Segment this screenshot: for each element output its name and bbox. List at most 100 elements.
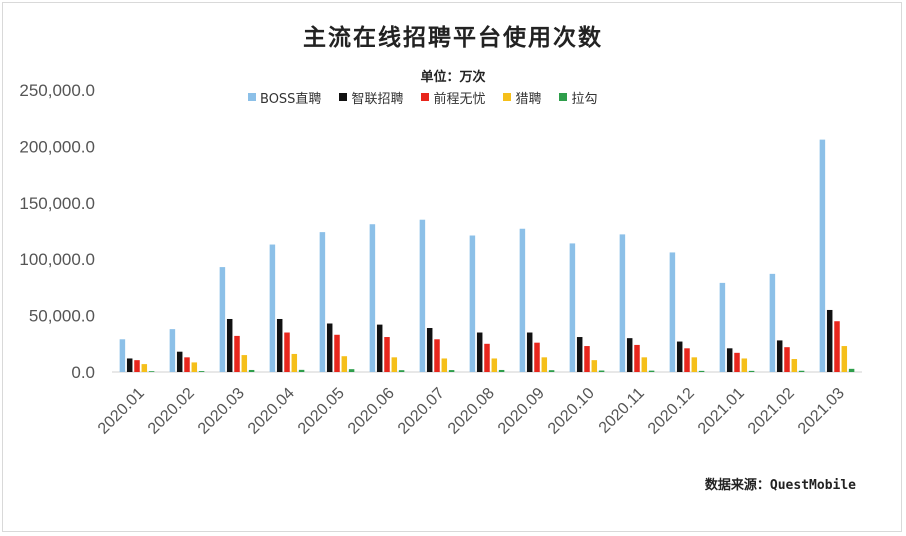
x-tick-label: 2020.12 <box>645 385 698 438</box>
legend-swatch <box>559 93 568 101</box>
legend-swatch <box>421 93 430 101</box>
bar-1-2021.01 <box>719 282 726 372</box>
legend-swatch <box>503 93 512 101</box>
bar-3-2020.03 <box>234 335 240 372</box>
legend-item: 猎聘 <box>503 88 541 107</box>
bar-3-2020.08 <box>484 343 490 372</box>
bar-5-2021.03 <box>848 368 855 372</box>
bar-1-2020.11 <box>619 234 626 372</box>
x-tick-label: 2020.10 <box>545 385 598 438</box>
legend-swatch <box>339 93 348 101</box>
bar-5-2020.05 <box>348 369 355 372</box>
bar-5-2020.07 <box>448 370 455 372</box>
legend-label: BOSS直聘 <box>260 91 322 107</box>
bar-2-2020.06 <box>376 324 383 372</box>
bar-4-2020.05 <box>341 356 348 372</box>
bar-4-2020.10 <box>591 360 598 372</box>
bar-4-2020.02 <box>191 362 198 372</box>
bar-2-2020.01 <box>126 358 133 372</box>
y-tick-label: 50,000.0 <box>29 307 95 326</box>
bar-2-2020.10 <box>576 337 583 372</box>
x-tick-label: 2020.04 <box>245 385 298 438</box>
legend-item: BOSS直聘 <box>248 88 321 107</box>
bar-4-2021.03 <box>841 346 848 372</box>
legend-label: 智联招聘 <box>351 91 404 107</box>
bar-4-2020.01 <box>141 364 148 372</box>
x-tick-label: 2021.03 <box>795 385 848 438</box>
bar-5-2020.08 <box>498 369 505 372</box>
x-tick-label: 2021.01 <box>695 385 748 438</box>
bar-2-2020.09 <box>526 332 533 372</box>
bar-4-2020.11 <box>641 357 648 372</box>
bar-5-2020.04 <box>298 369 305 372</box>
bar-5-2020.09 <box>548 370 555 372</box>
bar-3-2020.09 <box>534 342 540 372</box>
bar-3-2020.10 <box>584 346 590 372</box>
bar-1-2020.07 <box>419 219 426 372</box>
bar-3-2021.03 <box>834 321 840 372</box>
data-source: 数据来源：QuestMobile <box>704 478 856 493</box>
bar-2-2020.02 <box>176 351 183 372</box>
legend-item: 拉勾 <box>559 88 598 107</box>
bar-5-2020.03 <box>248 369 255 372</box>
bar-5-2020.10 <box>598 370 605 372</box>
bar-1-2020.05 <box>319 232 326 372</box>
bar-4-2020.09 <box>541 357 548 372</box>
y-tick-label: 250,000.0 <box>19 81 95 100</box>
bar-2-2020.04 <box>276 318 283 372</box>
bar-3-2020.02 <box>184 357 190 372</box>
legend-item: 智联招聘 <box>339 88 403 107</box>
legend-swatch <box>248 93 256 101</box>
bar-2-2020.08 <box>476 332 483 372</box>
bar-4-2021.02 <box>791 359 798 372</box>
bar-4-2020.08 <box>491 358 498 372</box>
y-tick-label: 0.0 <box>71 363 95 382</box>
bar-2-2021.01 <box>726 348 733 372</box>
x-tick-label: 2020.03 <box>195 385 248 438</box>
x-tick-label: 2020.02 <box>145 385 198 438</box>
x-tick-label: 2020.11 <box>596 385 648 437</box>
bar-4-2021.01 <box>741 358 748 372</box>
bar-3-2021.01 <box>734 352 740 372</box>
bar-3-2020.11 <box>634 344 640 372</box>
bar-3-2020.12 <box>684 348 690 372</box>
y-tick-label: 200,000.0 <box>19 137 95 156</box>
x-tick-label: 2020.08 <box>445 385 498 438</box>
legend-label: 前程无忧 <box>433 91 486 107</box>
bar-5-2020.06 <box>398 370 405 372</box>
bar-5-2021.01 <box>748 370 755 372</box>
bar-4-2020.07 <box>441 358 448 372</box>
bar-5-2020.12 <box>698 370 705 372</box>
bar-3-2020.05 <box>334 334 340 372</box>
bar-2-2020.11 <box>626 338 633 372</box>
y-tick-label: 150,000.0 <box>19 194 95 213</box>
y-tick-label: 100,000.0 <box>19 250 95 269</box>
bar-2-2021.03 <box>826 309 833 372</box>
bar-1-2020.01 <box>119 339 126 372</box>
legend-item: 前程无忧 <box>421 88 485 107</box>
chart-title: 主流在线招聘平台使用次数 <box>303 24 603 51</box>
bar-3-2020.04 <box>284 332 290 372</box>
x-tick-label: 2020.05 <box>295 385 348 438</box>
x-tick-label: 2020.07 <box>395 385 448 438</box>
bar-3-2020.01 <box>134 360 140 372</box>
bar-2-2020.07 <box>426 328 433 372</box>
bar-4-2020.03 <box>241 355 248 372</box>
bar-1-2020.08 <box>469 235 476 372</box>
bar-3-2021.02 <box>784 347 790 372</box>
bar-5-2020.02 <box>198 371 205 372</box>
x-tick-label: 2020.09 <box>495 385 548 438</box>
legend-label: 拉勾 <box>571 91 598 107</box>
bar-4-2020.04 <box>291 353 298 372</box>
bar-3-2020.06 <box>384 337 390 372</box>
bar-3-2020.07 <box>434 339 440 372</box>
bar-1-2020.03 <box>219 267 226 372</box>
bar-1-2020.02 <box>169 329 176 372</box>
bar-2-2020.12 <box>676 341 683 372</box>
bar-5-2020.01 <box>148 371 155 372</box>
bar-1-2020.10 <box>569 243 576 372</box>
bar-4-2020.12 <box>691 357 698 372</box>
bar-2-2021.02 <box>776 340 783 372</box>
